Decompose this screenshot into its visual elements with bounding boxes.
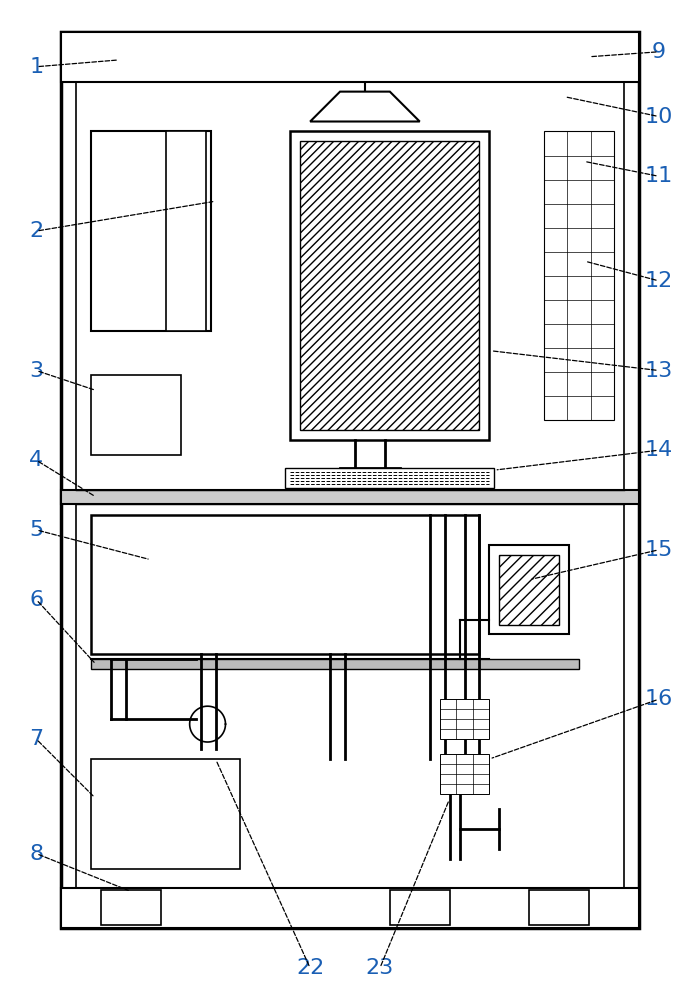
Text: 15: 15 xyxy=(644,540,673,560)
Text: 10: 10 xyxy=(644,107,673,127)
Bar xyxy=(285,468,494,488)
Bar xyxy=(489,545,569,634)
Bar xyxy=(545,131,614,420)
Text: 2: 2 xyxy=(29,221,43,241)
Text: 4: 4 xyxy=(29,450,43,470)
Text: 6: 6 xyxy=(29,590,43,610)
Text: 13: 13 xyxy=(644,361,673,381)
Bar xyxy=(61,32,639,82)
Bar xyxy=(101,890,161,925)
Text: 5: 5 xyxy=(29,520,43,540)
Text: 16: 16 xyxy=(644,689,673,709)
Bar xyxy=(440,754,489,794)
Bar xyxy=(290,131,489,440)
Bar xyxy=(91,659,579,669)
Bar xyxy=(61,32,639,928)
Polygon shape xyxy=(310,92,419,122)
Bar xyxy=(499,555,559,625)
Text: 22: 22 xyxy=(296,958,324,978)
Bar xyxy=(390,890,449,925)
Text: 8: 8 xyxy=(29,844,43,864)
Text: 11: 11 xyxy=(644,166,673,186)
Bar xyxy=(440,699,489,739)
Bar xyxy=(166,131,206,331)
Text: 7: 7 xyxy=(29,729,43,749)
Bar xyxy=(300,141,480,430)
Bar xyxy=(529,890,589,925)
Bar xyxy=(91,759,240,869)
Text: 9: 9 xyxy=(651,42,666,62)
Text: 14: 14 xyxy=(644,440,673,460)
Text: 12: 12 xyxy=(644,271,673,291)
Text: 1: 1 xyxy=(29,57,43,77)
Bar xyxy=(61,490,639,504)
Text: 3: 3 xyxy=(29,361,43,381)
Bar xyxy=(91,515,480,654)
Bar xyxy=(91,375,180,455)
Bar xyxy=(91,131,210,331)
Bar xyxy=(61,888,639,928)
Text: 23: 23 xyxy=(366,958,394,978)
